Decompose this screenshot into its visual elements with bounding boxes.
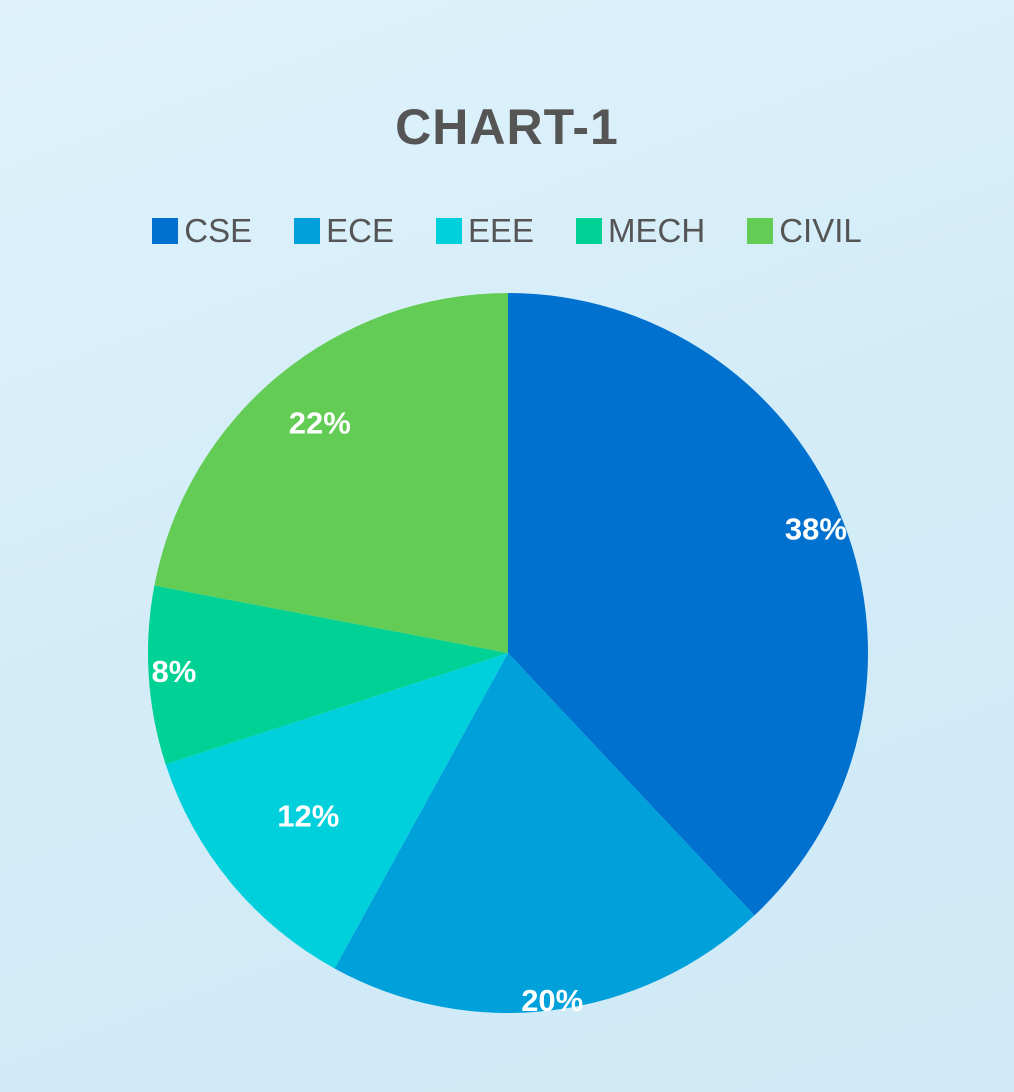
- data-label-mech: 8%: [151, 654, 196, 689]
- legend-swatch: [435, 218, 462, 244]
- legend-label: CIVIL: [779, 212, 862, 249]
- data-label-civil: 22%: [289, 406, 351, 441]
- pie-slice-ece: [334, 653, 755, 1014]
- legend-label: ECE: [326, 212, 394, 249]
- chart-title: CHART-1: [395, 99, 619, 155]
- legend: CSE ECE EEE MECH CIVIL: [0, 212, 1014, 250]
- pie-slice-eee: [165, 653, 508, 969]
- legend-swatch: [152, 218, 179, 244]
- legend-item-cse: CSE: [152, 212, 252, 250]
- pie-slice-cse: [508, 293, 869, 916]
- legend-swatch: [294, 218, 321, 244]
- data-label-eee: 12%: [277, 798, 339, 833]
- legend-item-ece: ECE: [294, 212, 394, 250]
- legend-label: CSE: [184, 212, 253, 249]
- legend-item-civil: CIVIL: [747, 212, 862, 250]
- data-label-cse: 38%: [785, 511, 847, 546]
- legend-item-mech: MECH: [576, 212, 705, 250]
- pie-slice-civil: [154, 293, 508, 653]
- pie-slice-mech: [148, 585, 508, 765]
- legend-swatch: [747, 218, 774, 244]
- data-label-ece: 20%: [521, 983, 583, 1018]
- legend-swatch: [576, 218, 603, 244]
- legend-label: EEE: [467, 212, 535, 249]
- legend-label: MECH: [608, 212, 706, 249]
- legend-item-eee: EEE: [435, 212, 535, 250]
